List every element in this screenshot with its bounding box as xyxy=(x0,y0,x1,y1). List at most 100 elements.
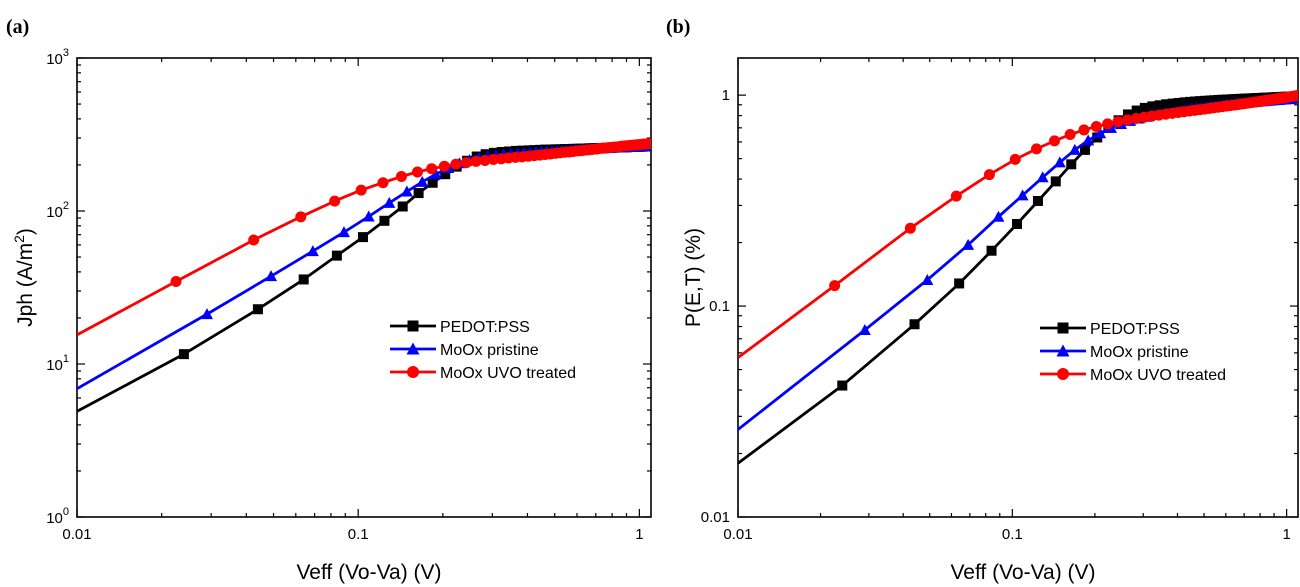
legend-label: MoOx UVO treated xyxy=(1090,367,1226,384)
y-tick-base: 10 xyxy=(46,510,63,527)
data-point-circle xyxy=(829,280,841,292)
data-point-square xyxy=(1167,98,1178,109)
data-point-circle xyxy=(904,222,916,234)
plot-frame xyxy=(737,57,1299,518)
data-point-square xyxy=(1032,195,1043,206)
data-point-triangle xyxy=(383,196,396,208)
data-point-circle xyxy=(377,177,389,189)
data-point-square xyxy=(480,149,491,160)
legend-label: MoOx UVO treated xyxy=(440,365,576,382)
data-point-circle xyxy=(1090,121,1102,133)
data-point-square xyxy=(909,319,920,330)
y-axis-title-main: P(E,T) (%) xyxy=(682,228,705,327)
data-point-circle xyxy=(1009,153,1021,165)
data-point-circle xyxy=(248,234,260,246)
legend-label: PEDOT:PSS xyxy=(440,319,530,336)
data-point-square xyxy=(1122,109,1133,120)
data-point-circle xyxy=(329,195,341,207)
y-tick-exponent: 1 xyxy=(63,353,69,365)
y-tick-base: 10 xyxy=(46,204,63,221)
y-axis-title-end: ) xyxy=(14,228,37,235)
data-point-triangle xyxy=(992,210,1005,222)
data-point-square xyxy=(413,188,424,199)
series-line-square xyxy=(738,94,1298,465)
data-point-triangle xyxy=(306,245,319,257)
panel-label: (b) xyxy=(666,16,690,38)
y-axis-title: Jph (A/m2) xyxy=(11,228,37,327)
data-point-square xyxy=(1066,159,1077,170)
data-point-square xyxy=(357,232,368,243)
data-point-circle xyxy=(460,157,472,169)
y-axis-title: P(E,T) (%) xyxy=(682,228,705,327)
legend: PEDOT:PSS MoOx pristine MoOx UVO treated xyxy=(1040,321,1226,384)
data-point-triangle xyxy=(962,238,975,250)
x-tick-label: 1 xyxy=(1282,526,1290,543)
plot-area xyxy=(77,137,651,413)
data-point-square xyxy=(954,278,965,289)
data-point-square xyxy=(1179,97,1190,108)
data-point-circle xyxy=(411,166,423,178)
data-point-square xyxy=(1154,100,1165,111)
legend-marker xyxy=(1057,322,1069,334)
legend-marker xyxy=(407,320,419,332)
legend-label: MoOx pristine xyxy=(1090,344,1189,361)
data-point-circle xyxy=(1121,114,1133,126)
data-point-triangle xyxy=(337,226,350,238)
y-tick-label: 102 xyxy=(46,200,69,221)
data-point-square xyxy=(488,147,499,158)
data-point-circle xyxy=(295,211,307,223)
data-point-circle xyxy=(1130,112,1142,124)
data-point-square xyxy=(837,380,848,391)
data-point-square xyxy=(252,304,263,315)
y-axis-title-sup: 2 xyxy=(11,235,27,243)
data-point-triangle xyxy=(429,168,442,180)
data-point-square xyxy=(1131,105,1142,116)
data-point-square xyxy=(1161,99,1172,110)
data-point-square xyxy=(1147,101,1158,112)
y-tick-exponent: 2 xyxy=(63,200,69,212)
y-tick-exponent: 0 xyxy=(63,506,69,518)
data-point-triangle xyxy=(1082,134,1095,146)
data-point-square xyxy=(1190,96,1201,107)
data-point-circle xyxy=(950,190,962,202)
data-point-triangle xyxy=(1036,171,1049,183)
y-tick-label: 100 xyxy=(46,506,69,527)
data-point-circle xyxy=(450,158,462,170)
plot-area xyxy=(738,89,1298,465)
y-tick-label: 101 xyxy=(46,353,69,374)
data-point-circle xyxy=(1031,143,1043,155)
data-point-circle xyxy=(1078,124,1090,136)
data-point-circle xyxy=(170,276,182,288)
data-point-circle xyxy=(1064,128,1076,140)
minor-ticks xyxy=(738,58,1298,517)
data-point-circle xyxy=(1112,116,1124,128)
data-point-square xyxy=(298,274,309,285)
legend: PEDOT:PSS MoOx pristine MoOx UVO treated xyxy=(390,319,576,382)
legend-marker xyxy=(1057,368,1069,380)
data-point-circle xyxy=(1049,135,1061,147)
data-point-circle xyxy=(470,155,482,167)
legend-label: MoOx pristine xyxy=(440,342,539,359)
x-tick-label: 0.1 xyxy=(1002,526,1023,543)
data-point-square xyxy=(1050,176,1061,187)
y-tick-label: 0.01 xyxy=(701,509,730,526)
x-tick-label: 1 xyxy=(635,526,643,543)
y-tick-base: 10 xyxy=(46,51,63,68)
legend-label: PEDOT:PSS xyxy=(1090,321,1180,338)
data-point-square xyxy=(379,215,390,226)
data-point-square xyxy=(1139,102,1150,113)
y-tick-label: 103 xyxy=(46,47,69,68)
panel-label: (a) xyxy=(6,16,29,38)
data-point-square xyxy=(1011,218,1022,229)
data-point-triangle xyxy=(416,175,429,187)
plot-frame xyxy=(76,57,652,518)
x-tick-label: 0.01 xyxy=(62,526,91,543)
data-point-circle xyxy=(395,171,407,183)
x-axis-title: Veff (Vo-Va) (V) xyxy=(950,561,1095,584)
data-point-square xyxy=(440,169,451,180)
legend-marker xyxy=(1056,344,1070,357)
data-point-square xyxy=(1079,144,1090,155)
data-point-square xyxy=(986,245,997,256)
